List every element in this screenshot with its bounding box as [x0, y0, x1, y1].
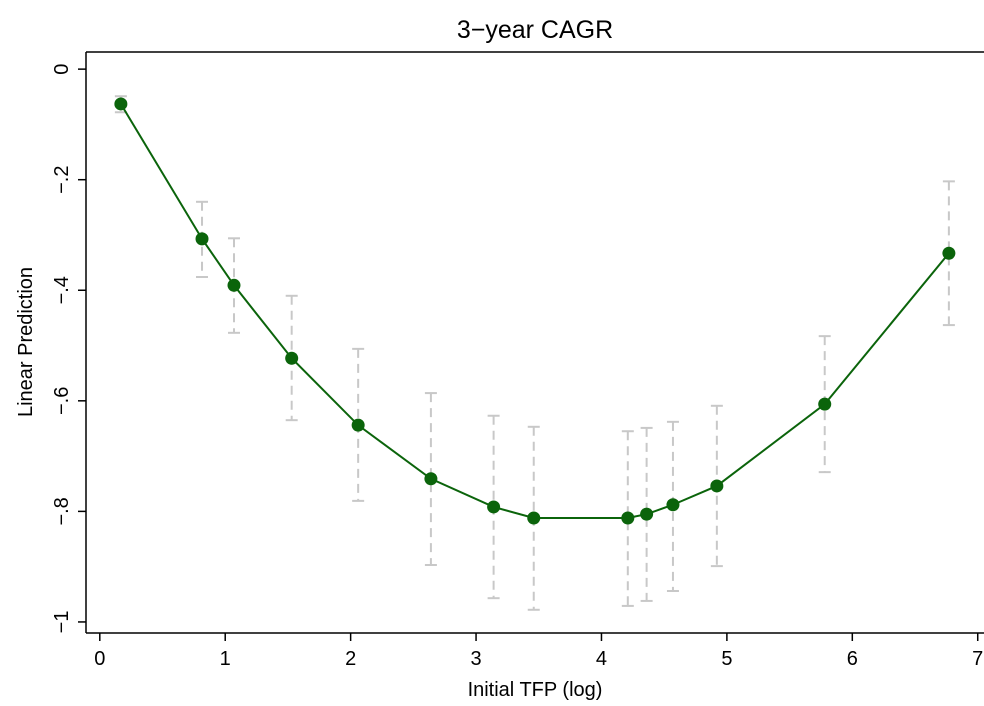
y-tick-label: 0 — [51, 64, 73, 75]
point — [942, 246, 956, 260]
error-bar — [640, 426, 653, 602]
x-tick-label: 3 — [470, 648, 481, 670]
point — [666, 498, 680, 512]
point — [285, 351, 299, 365]
x-tick-label: 0 — [94, 648, 105, 670]
y-axis-label: Linear Prediction — [15, 267, 37, 417]
chart-title: 3−year CAGR — [457, 16, 613, 44]
point — [424, 472, 438, 486]
point — [621, 511, 635, 525]
error-bar — [942, 180, 955, 327]
point — [351, 418, 365, 432]
x-axis-label: Initial TFP (log) — [468, 679, 603, 701]
point — [195, 232, 209, 246]
error-bar — [621, 430, 634, 607]
y-tick-label: −.8 — [51, 497, 73, 525]
x-tick-label: 6 — [847, 648, 858, 670]
y-tick-label: −.4 — [51, 276, 73, 304]
x-tick-label: 2 — [345, 648, 356, 670]
x-tick-label: 4 — [596, 648, 607, 670]
y-tick-label: −1 — [51, 611, 73, 634]
point — [818, 397, 832, 411]
x-tick-label: 7 — [972, 648, 983, 670]
y-tick-label: −.6 — [51, 387, 73, 415]
error-bar — [424, 392, 437, 567]
error-bar — [666, 420, 679, 592]
point — [640, 507, 654, 521]
point — [227, 278, 241, 292]
point — [527, 511, 541, 525]
point — [710, 479, 724, 493]
point — [487, 500, 501, 514]
point — [114, 97, 128, 111]
x-tick-label: 1 — [220, 648, 231, 670]
line — [120, 103, 950, 520]
x-tick-label: 5 — [721, 648, 732, 670]
y-tick-label: −.2 — [51, 166, 73, 194]
